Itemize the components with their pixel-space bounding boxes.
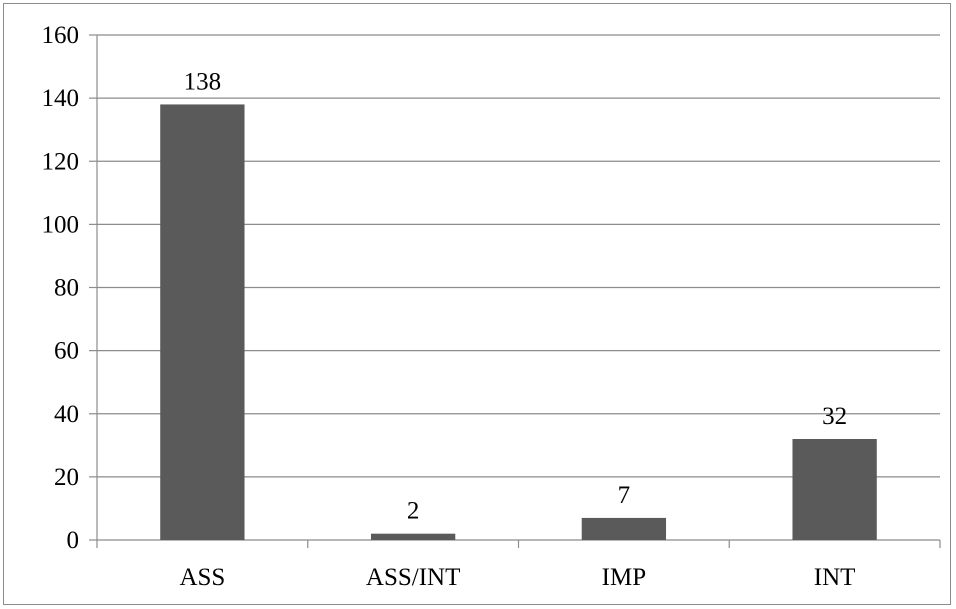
data-label: 32 [822,403,847,430]
bar-imp [581,517,667,540]
y-tick-label: 120 [42,148,80,175]
data-label: 7 [618,482,631,509]
y-tick-label: 40 [54,401,79,428]
bar-ass-int [370,533,456,540]
y-tick-label: 0 [67,527,80,554]
y-tick-label: 140 [42,85,80,112]
bar-ass [160,104,245,540]
data-label: 138 [184,68,222,95]
y-tick-label: 80 [54,275,79,302]
data-label: 2 [407,498,420,525]
y-tick-label: 20 [54,464,79,491]
x-category-label: INT [814,564,856,591]
x-category-label: ASS/INT [366,564,460,591]
y-tick-label: 160 [42,22,80,49]
y-tick-label: 100 [42,211,80,238]
x-category-label: ASS [179,564,225,591]
y-tick-label: 60 [54,338,79,365]
bar-int [792,439,877,540]
x-category-label: IMP [602,564,646,591]
